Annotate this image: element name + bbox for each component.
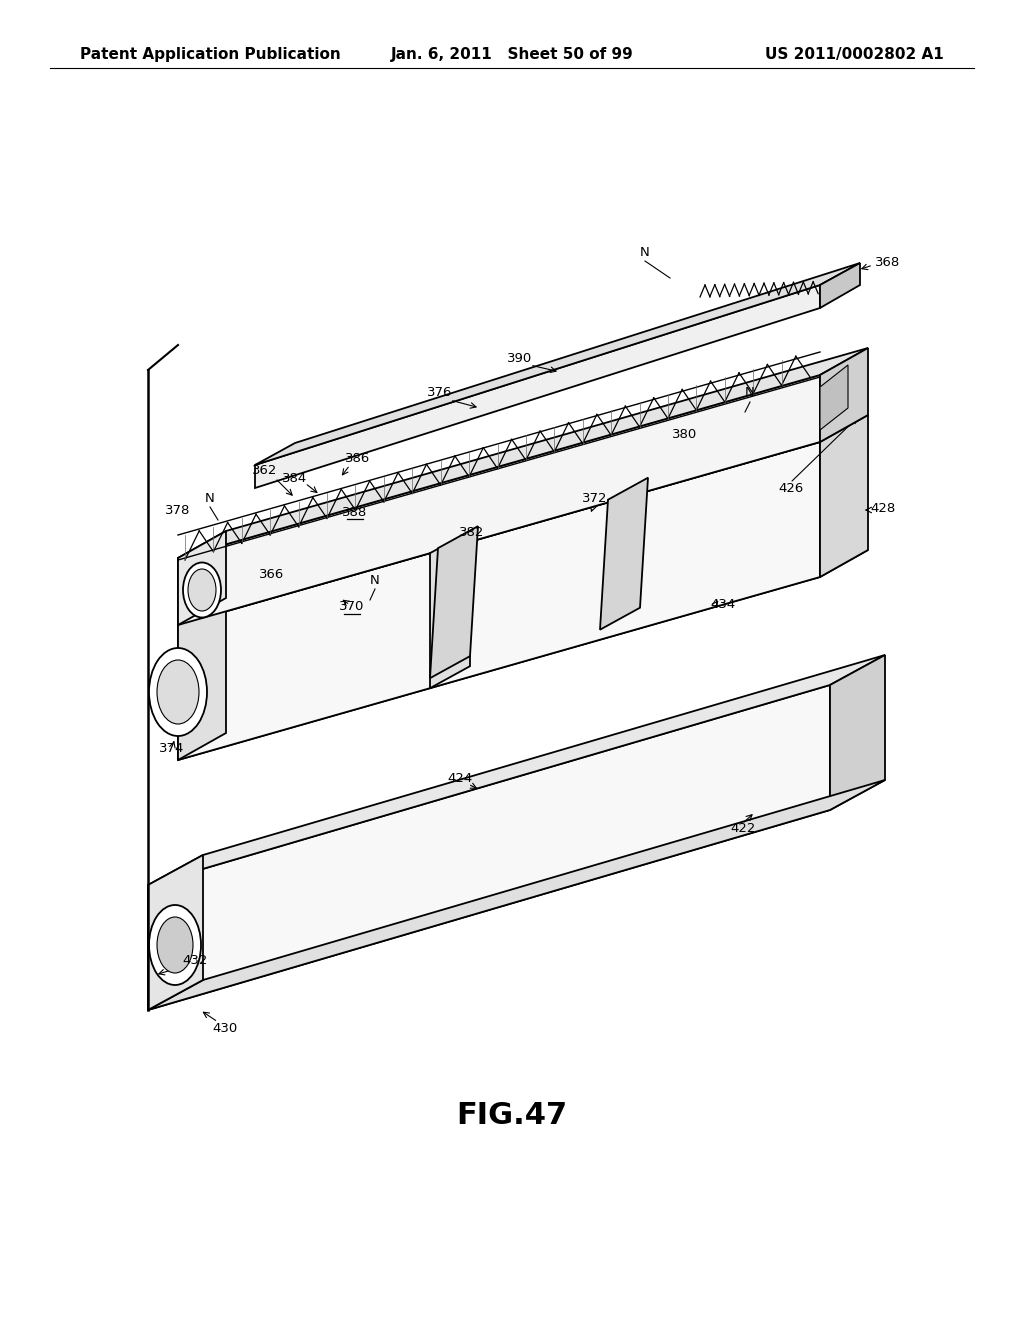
Text: 386: 386	[345, 451, 371, 465]
Polygon shape	[820, 263, 860, 308]
Text: 362: 362	[252, 463, 278, 477]
Text: Patent Application Publication: Patent Application Publication	[80, 48, 341, 62]
Polygon shape	[430, 531, 470, 688]
Text: 380: 380	[672, 429, 697, 441]
Ellipse shape	[150, 906, 201, 985]
Polygon shape	[178, 598, 226, 760]
Text: N: N	[370, 573, 380, 586]
Polygon shape	[820, 366, 848, 430]
Text: N: N	[205, 491, 215, 504]
Text: 388: 388	[342, 506, 368, 519]
Ellipse shape	[157, 917, 193, 973]
Polygon shape	[830, 655, 885, 810]
Text: 366: 366	[259, 569, 285, 582]
Polygon shape	[148, 685, 830, 1010]
Text: 430: 430	[212, 1022, 238, 1035]
Polygon shape	[148, 780, 885, 1010]
Ellipse shape	[157, 660, 199, 723]
Text: FIG.47: FIG.47	[457, 1101, 567, 1130]
Text: 434: 434	[710, 598, 735, 611]
Polygon shape	[178, 348, 868, 558]
Text: 368: 368	[874, 256, 900, 268]
Text: 428: 428	[870, 502, 895, 515]
Text: 390: 390	[507, 351, 532, 364]
Polygon shape	[178, 375, 820, 624]
Polygon shape	[820, 414, 868, 577]
Text: 382: 382	[460, 525, 484, 539]
Text: Jan. 6, 2011   Sheet 50 of 99: Jan. 6, 2011 Sheet 50 of 99	[390, 48, 634, 62]
Polygon shape	[178, 414, 868, 624]
Polygon shape	[178, 550, 868, 760]
Text: 374: 374	[160, 742, 184, 755]
Text: 376: 376	[427, 387, 453, 400]
Text: 424: 424	[447, 771, 473, 784]
Text: 432: 432	[182, 953, 208, 966]
Text: 378: 378	[165, 503, 190, 516]
Text: US 2011/0002802 A1: US 2011/0002802 A1	[765, 48, 944, 62]
Polygon shape	[178, 531, 226, 624]
Text: 372: 372	[583, 491, 608, 504]
Polygon shape	[430, 527, 478, 678]
Text: 370: 370	[339, 601, 365, 614]
Text: 426: 426	[778, 482, 803, 495]
Ellipse shape	[183, 562, 221, 618]
Text: 422: 422	[730, 821, 756, 834]
Ellipse shape	[188, 569, 216, 611]
Polygon shape	[148, 855, 203, 1010]
Ellipse shape	[150, 648, 207, 737]
Polygon shape	[178, 442, 820, 760]
Polygon shape	[148, 655, 885, 884]
Polygon shape	[255, 285, 820, 488]
Text: N: N	[745, 387, 755, 400]
Polygon shape	[255, 263, 860, 465]
Text: N: N	[640, 246, 650, 259]
Polygon shape	[600, 478, 648, 630]
Polygon shape	[820, 348, 868, 442]
Text: 384: 384	[283, 471, 307, 484]
